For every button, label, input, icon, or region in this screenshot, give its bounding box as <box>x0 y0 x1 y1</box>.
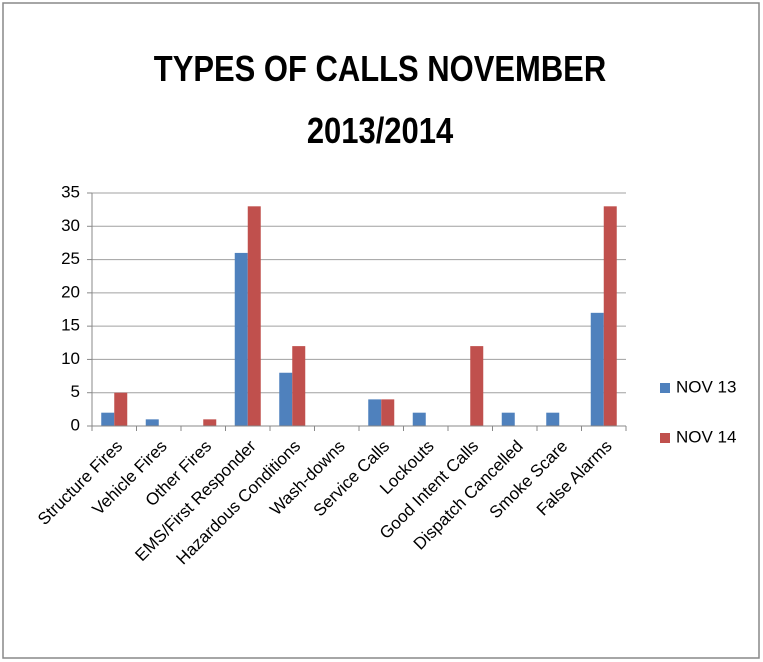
y-tick-label: 0 <box>71 415 80 434</box>
y-tick-label: 35 <box>61 182 80 201</box>
chart-title: TYPES OF CALLS NOVEMBER 2013/2014 <box>153 48 607 151</box>
y-tick-label: 5 <box>71 382 80 401</box>
bar <box>412 412 426 426</box>
y-tick-label: 30 <box>61 216 80 235</box>
bar <box>101 412 115 426</box>
bar <box>501 412 515 426</box>
bar <box>546 412 560 426</box>
y-tick-label: 10 <box>61 349 80 368</box>
bar <box>234 252 248 426</box>
y-tick-label: 15 <box>61 316 80 335</box>
y-tick-label: 25 <box>61 249 80 268</box>
y-tick-label: 20 <box>61 282 80 301</box>
legend-swatch <box>660 383 670 393</box>
bar <box>470 346 484 426</box>
bar <box>247 206 261 426</box>
legend-swatch <box>660 433 670 443</box>
bar <box>279 372 293 426</box>
bar <box>145 419 159 426</box>
bar <box>381 399 395 426</box>
bar <box>590 312 604 426</box>
legend-label: NOV 14 <box>676 427 736 446</box>
bar <box>603 206 617 426</box>
bar <box>203 419 217 426</box>
bar <box>368 399 382 426</box>
bar <box>114 392 128 426</box>
legend-label: NOV 13 <box>676 377 736 396</box>
bar <box>292 346 306 426</box>
